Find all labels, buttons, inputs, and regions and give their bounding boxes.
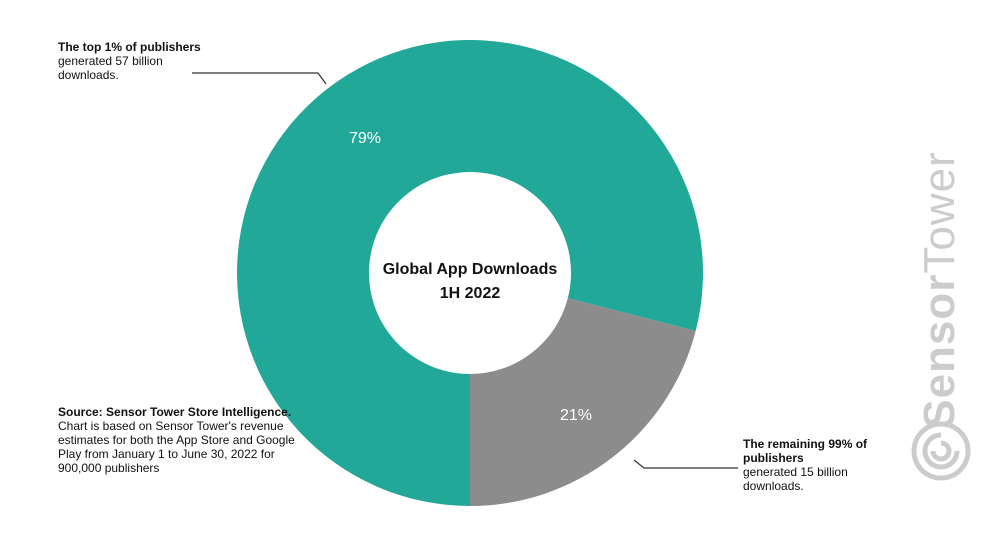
annotation-remaining-publishers: The remaining 99% of publishers generate… [743,437,893,493]
watermark-bold: Sensor [915,273,964,429]
source-note: Source: Sensor Tower Store Intelligence.… [58,405,298,475]
leader-line-bottom [633,459,738,469]
source-text: Chart is based on Sensor Tower's revenue… [58,419,295,475]
source-bold: Source: Sensor Tower Store Intelligence. [58,405,292,419]
chart-subtitle: 1H 2022 [440,285,501,302]
annotation-bottom-bold: The remaining 99% of publishers [743,437,868,465]
watermark-light: Tower [915,151,964,274]
slice-label-79: 79% [349,130,381,147]
donut-slice-21 [470,298,696,506]
chart-title: Global App Downloads [383,261,558,278]
leader-line-top [192,72,327,85]
donut-slices [237,39,703,507]
slice-label-21: 21% [560,407,592,424]
annotation-top-publishers: The top 1% of publishers generated 57 bi… [58,40,208,82]
sensor-tower-watermark: SensorTower [915,151,965,429]
annotation-top-text: generated 57 billion downloads. [58,54,163,82]
sensor-tower-logo-icon [911,421,971,481]
donut-slice-79 [237,39,703,507]
annotation-bottom-text: generated 15 billion downloads. [743,465,848,493]
annotation-top-bold: The top 1% of publishers [58,40,201,54]
